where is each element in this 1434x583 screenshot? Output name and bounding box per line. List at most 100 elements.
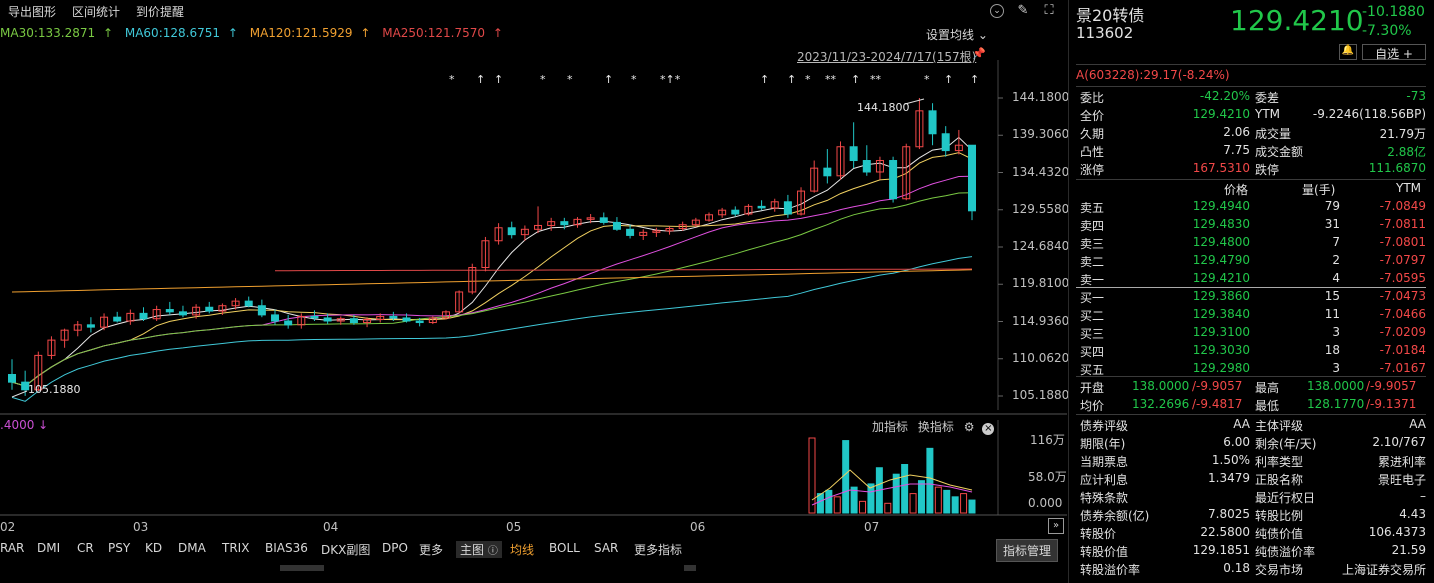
ma60-label: MA60:128.6751 ↑: [124, 26, 238, 40]
tab-boll[interactable]: BOLL: [549, 541, 580, 555]
book-price[interactable]: 129.3860: [1192, 289, 1250, 303]
book-ytm: -7.0209: [1379, 325, 1426, 339]
tab-kd[interactable]: KD: [145, 541, 163, 555]
book-price[interactable]: 129.3030: [1192, 343, 1250, 357]
book-price[interactable]: 129.4790: [1192, 253, 1250, 267]
switch-indicator-button[interactable]: 换指标: [917, 420, 954, 434]
event-marker[interactable]: ↑: [604, 73, 614, 86]
indicator-buttons: 加指标 换指标 ⚙ ×: [872, 418, 995, 435]
price-alert-button[interactable]: 到价提醒: [136, 5, 185, 19]
candle: [139, 307, 148, 322]
candle: [586, 214, 595, 224]
fullscreen-icon[interactable]: ⛶: [1044, 3, 1054, 18]
tab-bias36[interactable]: BIAS36: [265, 541, 308, 555]
info-row-label: 转股价值: [1080, 545, 1129, 559]
book-price[interactable]: 129.4800: [1192, 235, 1250, 249]
tab-dmi[interactable]: DMI: [37, 541, 61, 555]
event-marker[interactable]: **: [825, 73, 836, 86]
candle: [507, 221, 516, 239]
ma120-line: [11, 269, 973, 293]
tab-trix[interactable]: TRIX: [222, 541, 250, 555]
bell-icon[interactable]: 🔔: [1339, 44, 1357, 60]
book-price[interactable]: 129.4210: [1192, 271, 1250, 285]
event-marker[interactable]: ↑: [760, 73, 770, 86]
scroll-handle[interactable]: [280, 565, 324, 571]
event-marker[interactable]: ↑: [476, 73, 486, 86]
event-marker[interactable]: *: [631, 73, 637, 86]
date-range-label[interactable]: 2023/11/23-2024/7/17(157根): [797, 50, 977, 64]
stat-row-value: 129.4210: [1192, 107, 1250, 121]
info-row-label2: 正股名称: [1255, 473, 1304, 487]
book-price[interactable]: 129.4940: [1192, 199, 1250, 213]
pin-icon[interactable]: 📌: [972, 47, 986, 60]
chevron-down-icon[interactable]: ⌄: [990, 4, 1004, 18]
scroll-right-icon[interactable]: »: [1048, 518, 1064, 534]
info-row-value: 1.3479: [1208, 471, 1250, 485]
tab-rar[interactable]: RAR: [0, 541, 25, 555]
tab-more-indicators[interactable]: 更多指标: [634, 543, 683, 557]
candlestick-chart[interactable]: [0, 0, 1067, 420]
event-marker[interactable]: ↑: [970, 73, 980, 86]
close-icon[interactable]: ×: [982, 423, 995, 435]
event-marker[interactable]: *: [805, 73, 811, 86]
ma10-line: [11, 152, 973, 387]
ma-settings-button[interactable]: 设置均线 ⌄: [926, 28, 988, 42]
add-indicator-button[interactable]: 加指标: [872, 420, 909, 434]
ma-legend: MA30:133.2871 ↑ MA60:128.6751 ↑ MA120:12…: [0, 26, 511, 40]
bond-code: 113602: [1076, 24, 1134, 42]
bond-name: 景20转债: [1076, 6, 1145, 25]
book-level: 买一: [1080, 291, 1105, 305]
tab-cr[interactable]: CR: [77, 541, 94, 555]
candle: [86, 317, 95, 333]
info-row-value2: 106.4373: [1368, 525, 1426, 539]
stat-row-label2: YTM: [1255, 107, 1281, 121]
volume-bar: [909, 493, 917, 514]
book-head-price: 价格: [1224, 183, 1249, 197]
event-marker[interactable]: ↑: [494, 73, 504, 86]
event-marker[interactable]: ↑: [851, 73, 861, 86]
add-watchlist-button[interactable]: 自选 +: [1362, 44, 1426, 61]
book-price[interactable]: 129.2980: [1192, 361, 1250, 375]
event-marker[interactable]: *: [924, 73, 930, 86]
tab-ma[interactable]: 均线: [510, 543, 535, 557]
tab-dkx[interactable]: DKX副图: [321, 543, 371, 557]
candle: [862, 145, 871, 176]
draw-pen-icon[interactable]: ✎: [1017, 3, 1029, 18]
range-stats-button[interactable]: 区间统计: [72, 5, 121, 19]
ohlc-value: 138.0000: [1132, 379, 1190, 393]
underlying-stock-link[interactable]: A(603228):29.17(-8.24%): [1076, 68, 1230, 82]
scroll-handle[interactable]: [684, 565, 696, 571]
book-ytm: -7.0473: [1379, 289, 1426, 303]
export-chart-button[interactable]: 导出图形: [8, 5, 57, 19]
tab-main-chart[interactable]: 主图 ⓘ: [456, 541, 502, 558]
tab-dpo[interactable]: DPO: [382, 541, 408, 555]
y-axis-label: 139.3060: [1012, 127, 1070, 142]
book-price[interactable]: 129.3840: [1192, 307, 1250, 321]
candle: [481, 236, 490, 272]
tab-sar[interactable]: SAR: [594, 541, 619, 555]
book-price[interactable]: 129.4830: [1192, 217, 1250, 231]
tab-psy[interactable]: PSY: [108, 541, 131, 555]
event-marker[interactable]: ↑: [787, 73, 797, 86]
event-marker[interactable]: *↑*: [660, 73, 681, 86]
candle: [455, 290, 464, 314]
event-marker[interactable]: **: [870, 73, 881, 86]
book-price[interactable]: 129.3100: [1192, 325, 1250, 339]
event-marker[interactable]: *: [567, 73, 573, 86]
event-marker[interactable]: *: [449, 73, 455, 86]
event-marker[interactable]: ↑: [944, 73, 954, 86]
candle: [323, 313, 332, 325]
gear-icon[interactable]: ⚙: [963, 420, 975, 434]
candle: [560, 217, 569, 230]
y-axis-label: 144.1800: [1012, 90, 1070, 104]
indicator-manage-button[interactable]: 指标管理: [996, 539, 1059, 562]
tab-more[interactable]: 更多: [419, 543, 444, 557]
indicator-tab-bar: RAR DMI CR PSY KD DMA TRIX BIAS36 DKX副图 …: [0, 538, 1067, 562]
info-row-label2: 纯债溢价率: [1255, 545, 1316, 559]
tab-dma[interactable]: DMA: [178, 541, 206, 555]
candle: [8, 359, 16, 390]
info-row-value: 1.50%: [1211, 453, 1250, 467]
candle: [626, 224, 635, 239]
event-marker[interactable]: *: [540, 73, 546, 86]
candle: [954, 129, 963, 155]
